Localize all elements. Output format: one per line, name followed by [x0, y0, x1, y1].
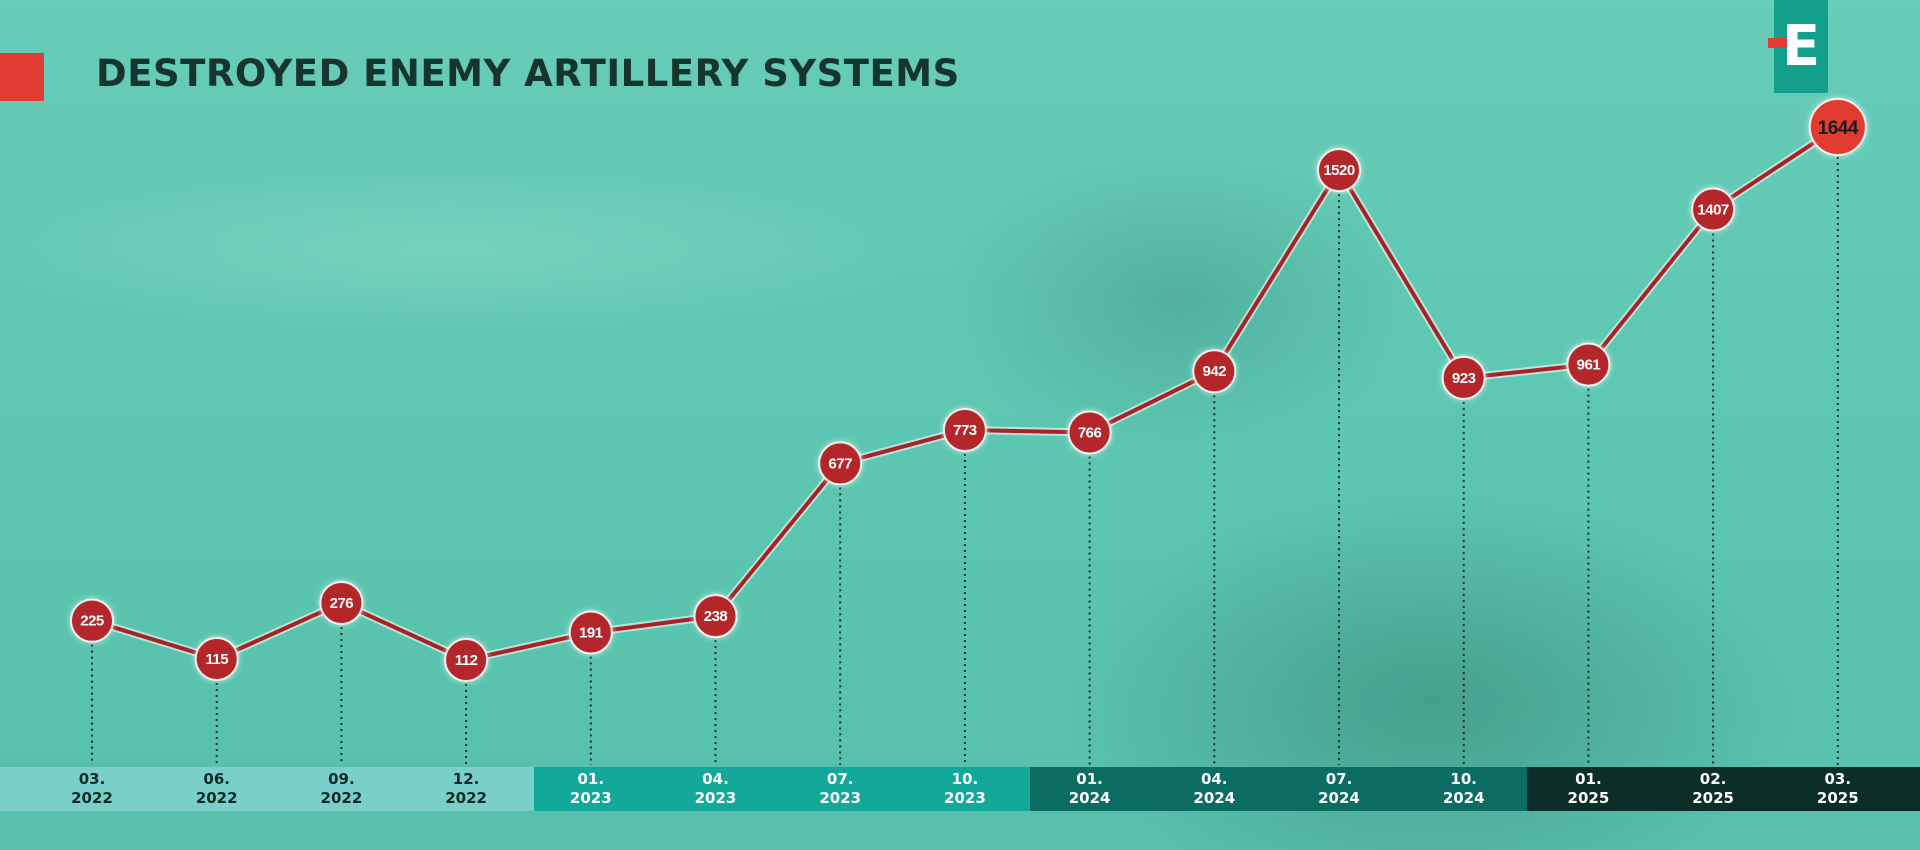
data-label-5: 238 — [704, 608, 728, 625]
data-label-2: 276 — [330, 595, 354, 612]
x-tick-label: 03. 2025 — [1783, 770, 1893, 808]
x-tick-month: 10. — [951, 770, 979, 788]
x-tick-label: 12. 2022 — [411, 770, 521, 808]
data-label-9: 942 — [1203, 363, 1227, 380]
data-label-14: 1644 — [1818, 118, 1859, 139]
x-tick-label: 04. 2023 — [661, 770, 771, 808]
data-point-3 — [444, 638, 489, 682]
x-tick-year: 2024 — [1068, 789, 1111, 807]
data-label-13: 1407 — [1697, 201, 1729, 218]
x-tick-year: 2022 — [195, 789, 238, 807]
x-tick-label: 10. 2023 — [910, 770, 1020, 808]
x-tick-year: 2024 — [1318, 789, 1360, 807]
data-point-11 — [1441, 355, 1486, 400]
x-tick-label: 01. 2024 — [1035, 770, 1145, 808]
data-point-5 — [693, 594, 738, 639]
data-point-9 — [1192, 349, 1237, 394]
data-label-0: 225 — [80, 613, 104, 630]
line-segment-9 — [1212, 168, 1341, 374]
x-tick-label: 09. 2022 — [286, 770, 396, 808]
logo-accent — [1768, 38, 1794, 48]
x-tick-label: 10. 2024 — [1409, 770, 1519, 808]
x-tick-year: 2022 — [320, 789, 363, 807]
x-tick-label: 03. 2022 — [37, 770, 147, 808]
line-segment-2 — [339, 600, 469, 662]
year-band-2022 — [0, 767, 534, 811]
x-tick-label: 07. 2023 — [785, 770, 895, 808]
data-point-10 — [1317, 148, 1361, 193]
data-label-3: 112 — [455, 652, 478, 669]
x-tick-month: 10. — [1450, 770, 1477, 788]
x-tick-month: 02. — [1699, 770, 1727, 788]
data-label-10: 1520 — [1323, 162, 1355, 179]
line-segment-8 — [1087, 369, 1217, 435]
x-tick-year: 2024 — [1193, 789, 1236, 807]
year-band-2023 — [534, 767, 1030, 811]
data-point-0 — [70, 598, 114, 643]
line-segment-10 — [1337, 168, 1466, 380]
brand-logo: E — [1768, 0, 1828, 93]
data-point-7 — [942, 408, 987, 453]
x-tick-year: 2023 — [819, 789, 862, 807]
x-tick-label: 04. 2024 — [1159, 770, 1269, 808]
line-segment-12 — [1586, 207, 1716, 367]
x-tick-year: 2025 — [1692, 789, 1734, 807]
x-tick-month: 03. — [1824, 770, 1852, 788]
x-tick-label: 01. 2023 — [536, 770, 646, 808]
x-tick-label: 06. 2022 — [162, 770, 272, 808]
x-tick-month: 01. — [1575, 770, 1602, 788]
x-tick-month: 07. — [826, 770, 854, 788]
x-tick-year: 2023 — [944, 789, 986, 807]
line-segment-5 — [713, 461, 843, 619]
x-tick-month: 07. — [1325, 770, 1353, 788]
data-label-12: 961 — [1577, 357, 1601, 374]
x-tick-year: 2025 — [1816, 789, 1859, 807]
data-point-6 — [818, 441, 863, 486]
x-tick-month: 04. — [1201, 770, 1228, 788]
data-label-7: 773 — [953, 422, 977, 439]
x-tick-year: 2023 — [694, 789, 737, 807]
x-tick-month: 01. — [577, 770, 605, 788]
data-point-14 — [1808, 98, 1867, 156]
data-point-2 — [319, 580, 364, 625]
x-tick-month: 09. — [328, 770, 355, 788]
year-band-2024 — [1030, 767, 1527, 811]
data-label-6: 677 — [828, 455, 852, 472]
data-label-8: 766 — [1078, 424, 1102, 441]
x-tick-label: 07. 2024 — [1284, 770, 1394, 808]
x-tick-label: 02. 2025 — [1658, 770, 1768, 808]
line-segment-1 — [214, 600, 344, 661]
x-tick-month: 06. — [203, 770, 230, 788]
data-label-4: 191 — [579, 625, 603, 642]
x-tick-year: 2022 — [71, 789, 113, 807]
x-tick-month: 01. — [1076, 770, 1103, 788]
x-tick-year: 2022 — [445, 789, 487, 807]
logo-letter: E — [1781, 14, 1821, 79]
data-point-1 — [194, 636, 239, 681]
data-point-12 — [1566, 342, 1611, 387]
title-accent-bar — [0, 53, 44, 101]
x-tick-month: 04. — [702, 770, 729, 788]
x-tick-label: 01. 2025 — [1533, 770, 1643, 808]
page-title: DESTROYED ENEMY ARTILLERY SYSTEMS — [96, 52, 960, 95]
data-point-13 — [1691, 187, 1736, 232]
x-tick-year: 2024 — [1442, 789, 1485, 807]
data-point-8 — [1067, 410, 1112, 455]
data-point-4 — [568, 610, 613, 655]
year-band-2025 — [1527, 767, 1920, 811]
x-tick-month: 12. — [452, 770, 480, 788]
x-tick-month: 03. — [78, 770, 106, 788]
x-tick-year: 2023 — [569, 789, 612, 807]
data-label-11: 923 — [1452, 370, 1476, 387]
x-tick-year: 2025 — [1567, 789, 1610, 807]
data-label-1: 115 — [205, 651, 228, 668]
